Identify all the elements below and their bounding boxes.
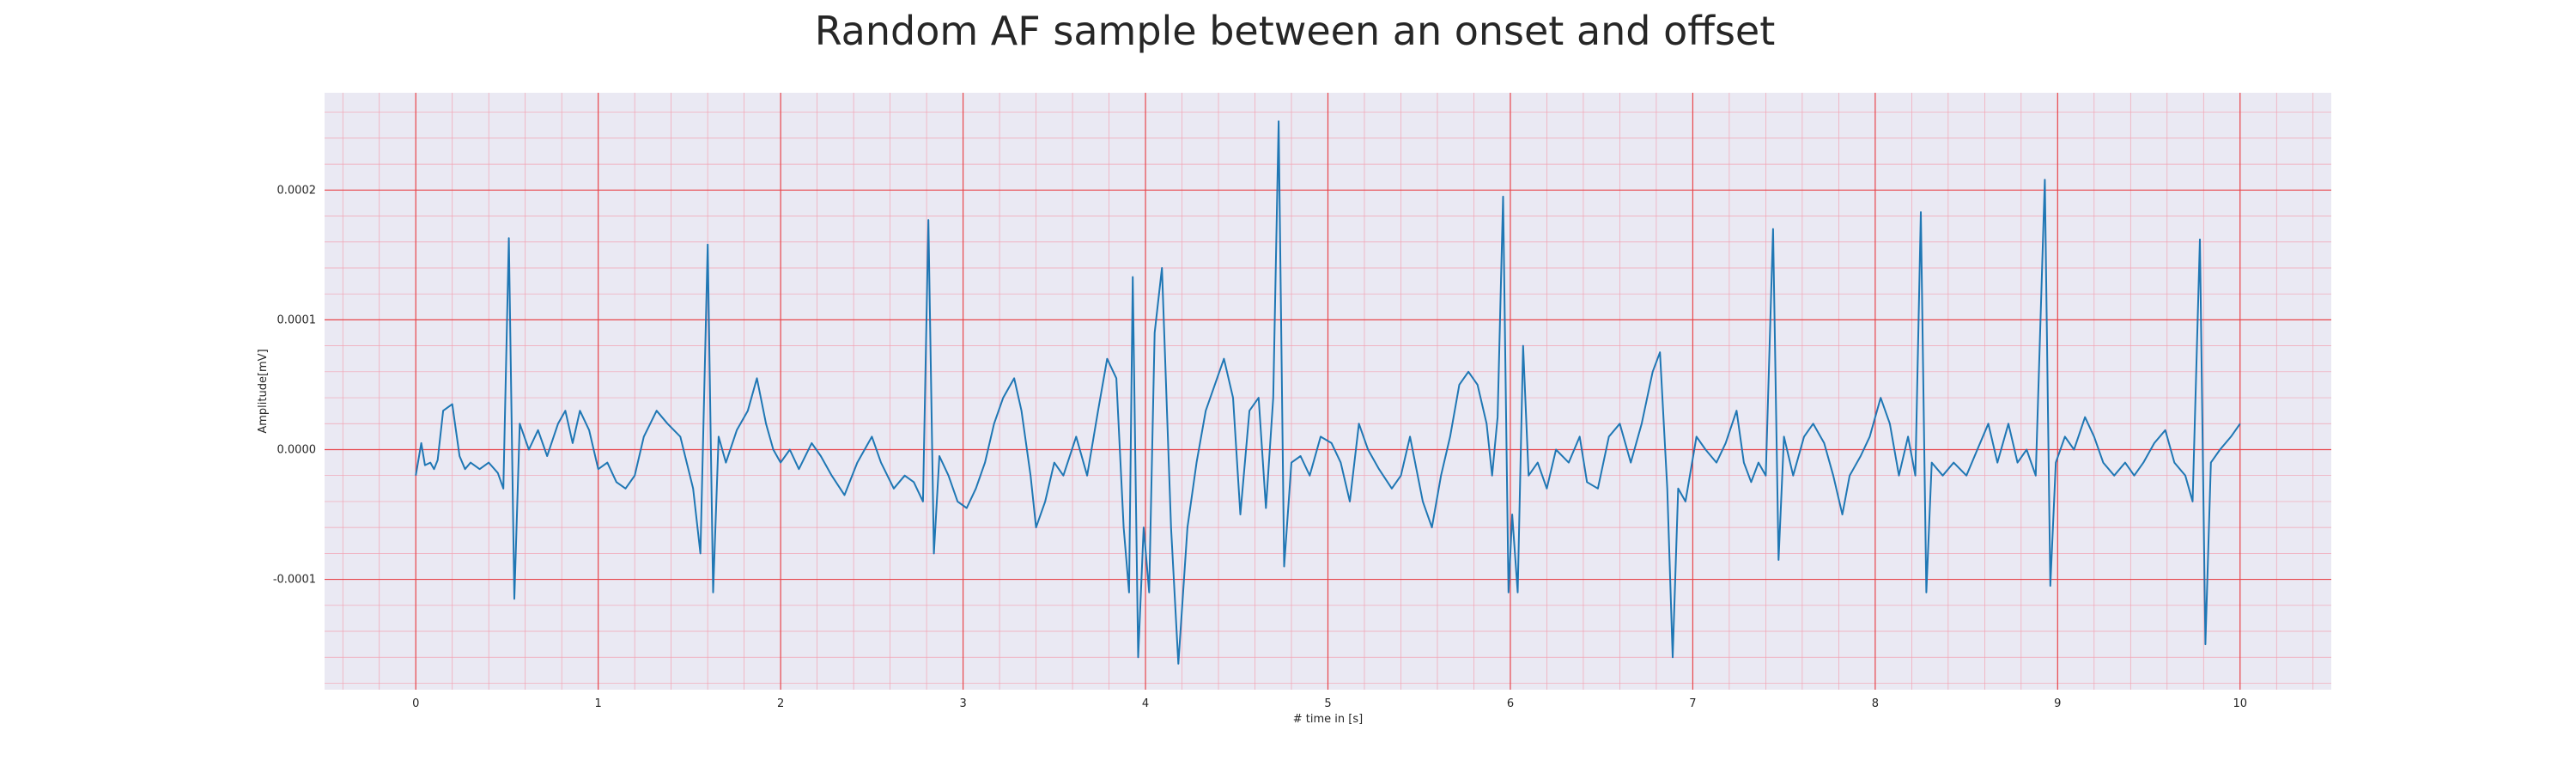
x-tick-label: 4 — [1142, 697, 1149, 710]
y-tick-label: 0.0001 — [277, 313, 317, 326]
y-axis-label: Amplitude[mV] — [257, 349, 270, 433]
x-tick-labels: 0 1 2 3 4 5 6 7 8 9 10 — [412, 697, 2247, 710]
x-tick-label: 2 — [777, 697, 784, 710]
x-tick-label: 3 — [959, 697, 966, 710]
x-tick-label: 7 — [1689, 697, 1696, 710]
x-tick-label: 1 — [595, 697, 602, 710]
x-tick-label: 9 — [2054, 697, 2061, 710]
y-tick-label: 0.0000 — [277, 443, 317, 456]
x-tick-label: 8 — [1872, 697, 1879, 710]
x-axis-label: # time in [s] — [1293, 713, 1363, 726]
series-line — [415, 120, 2241, 665]
y-tick-label: -0.0001 — [273, 574, 316, 587]
series-layer — [415, 120, 2241, 665]
x-tick-label: 10 — [2233, 697, 2247, 710]
y-tick-label: 0.0002 — [277, 184, 317, 197]
x-tick-label: 0 — [412, 697, 419, 710]
y-tick-labels: -0.0001 0.0000 0.0001 0.0002 — [273, 184, 316, 586]
x-tick-label: 5 — [1324, 697, 1331, 710]
chart-title: Random AF sample between an onset and of… — [815, 8, 1776, 54]
x-tick-label: 6 — [1507, 697, 1514, 710]
major-grid — [325, 93, 2331, 690]
